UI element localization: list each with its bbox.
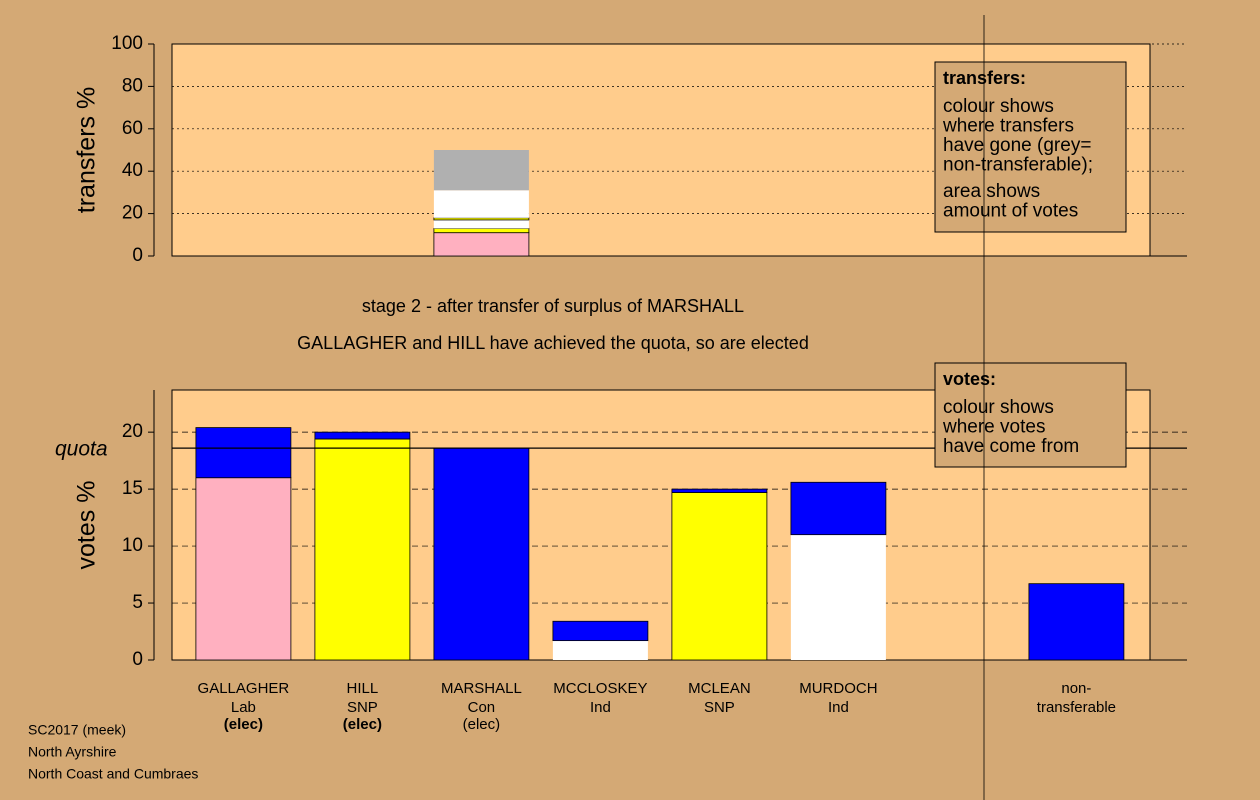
legend-text: have come from — [943, 436, 1079, 457]
bar-segment — [433, 228, 530, 234]
y-tick-label: 15 — [122, 478, 143, 499]
legend-title: votes: — [943, 369, 996, 389]
y-tick-label: 20 — [122, 421, 143, 442]
bar-segment — [195, 427, 292, 479]
y-tick-label: 0 — [132, 649, 143, 670]
bar-segment — [552, 640, 648, 660]
x-tick-label: Con — [468, 699, 496, 716]
bar-segment — [433, 219, 529, 229]
legend-text: area shows — [943, 181, 1040, 202]
legend-text: colour shows — [943, 397, 1054, 418]
y-axis-title: votes % — [73, 481, 101, 570]
legend-text: have gone (grey= — [943, 135, 1091, 156]
y-tick-label: 5 — [132, 592, 143, 613]
bar-segment — [433, 447, 530, 661]
bar-segment — [790, 534, 886, 660]
x-tick-label: MARSHALL — [441, 680, 522, 697]
x-tick-label: SNP — [704, 699, 735, 716]
legend-text: where votes — [942, 417, 1045, 438]
legend-text: amount of votes — [943, 201, 1078, 222]
legend-text: colour shows — [943, 96, 1054, 117]
x-tick-label: MURDOCH — [799, 680, 877, 697]
bar-segment — [1028, 583, 1125, 661]
y-tick-label: 20 — [122, 203, 143, 224]
legend-box — [934, 362, 1127, 468]
x-tick-label: transferable — [1037, 699, 1116, 716]
x-tick-label: Ind — [828, 699, 849, 716]
y-tick-label: 40 — [122, 160, 143, 181]
y-tick-label: 60 — [122, 118, 143, 139]
status-label: (elec) — [463, 716, 501, 733]
footer: North Ayrshire — [28, 744, 117, 760]
status-label: (elec) — [343, 716, 382, 733]
bar-segment — [314, 431, 411, 440]
x-tick-label: GALLAGHER — [198, 680, 290, 697]
footer: SC2017 (meek) — [28, 722, 126, 738]
bar-segment — [671, 488, 768, 493]
bar-segment — [552, 620, 649, 642]
y-tick-label: 80 — [122, 75, 143, 96]
x-tick-label: MCCLOSKEY — [553, 680, 647, 697]
quota-label: quota — [55, 438, 108, 461]
bar-segment — [433, 232, 530, 257]
y-axis-title: transfers % — [73, 87, 101, 213]
bar-segment — [790, 481, 887, 536]
legend-title: transfers: — [943, 68, 1026, 88]
status-label: (elec) — [224, 716, 263, 733]
legend-text: where transfers — [942, 116, 1074, 137]
bar-segment — [314, 438, 411, 661]
bar-segment — [195, 477, 292, 661]
y-tick-label: 100 — [111, 33, 143, 54]
y-tick-label: 10 — [122, 535, 143, 556]
legend-text: non-transferable); — [943, 155, 1093, 176]
x-tick-label: non- — [1061, 680, 1091, 697]
bar-segment — [433, 217, 530, 221]
x-tick-label: Ind — [590, 699, 611, 716]
x-tick-label: MCLEAN — [688, 680, 751, 697]
x-tick-label: Lab — [231, 699, 256, 716]
legend-box — [934, 61, 1127, 233]
bar-segment — [433, 190, 529, 218]
y-tick-label: 0 — [132, 245, 143, 266]
bar-segment — [671, 492, 768, 661]
x-tick-label: SNP — [347, 699, 378, 716]
bar-segment — [433, 150, 529, 191]
stage-text: stage 2 - after transfer of surplus of M… — [362, 296, 744, 316]
status-text: GALLAGHER and HILL have achieved the quo… — [297, 333, 809, 353]
x-tick-label: HILL — [347, 680, 379, 697]
footer: North Coast and Cumbraes — [28, 766, 198, 782]
